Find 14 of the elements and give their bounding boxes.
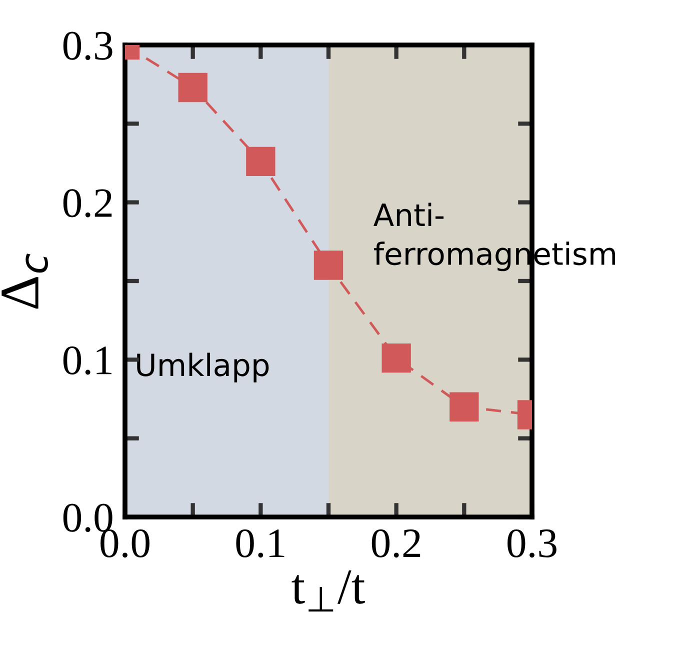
- point: [314, 250, 344, 280]
- x-tick-label: 0.2: [372, 529, 420, 558]
- x-axis-title: t$_{⊥}$/t: [292, 570, 365, 612]
- point: [178, 72, 208, 102]
- x-tick-label: 0.3: [508, 529, 556, 558]
- point: [450, 392, 479, 422]
- point: [382, 344, 411, 373]
- y-tick-label: 0.2: [63, 189, 112, 218]
- band-label: Umklapp: [137, 352, 269, 382]
- y-tick-label: 0.1: [63, 346, 112, 375]
- x-tick-label: 0.1: [236, 529, 284, 558]
- y-tick-label: 0.3: [63, 32, 112, 60]
- point: [246, 146, 276, 176]
- y-axis-title: Δ$_{c}$: [2, 254, 48, 309]
